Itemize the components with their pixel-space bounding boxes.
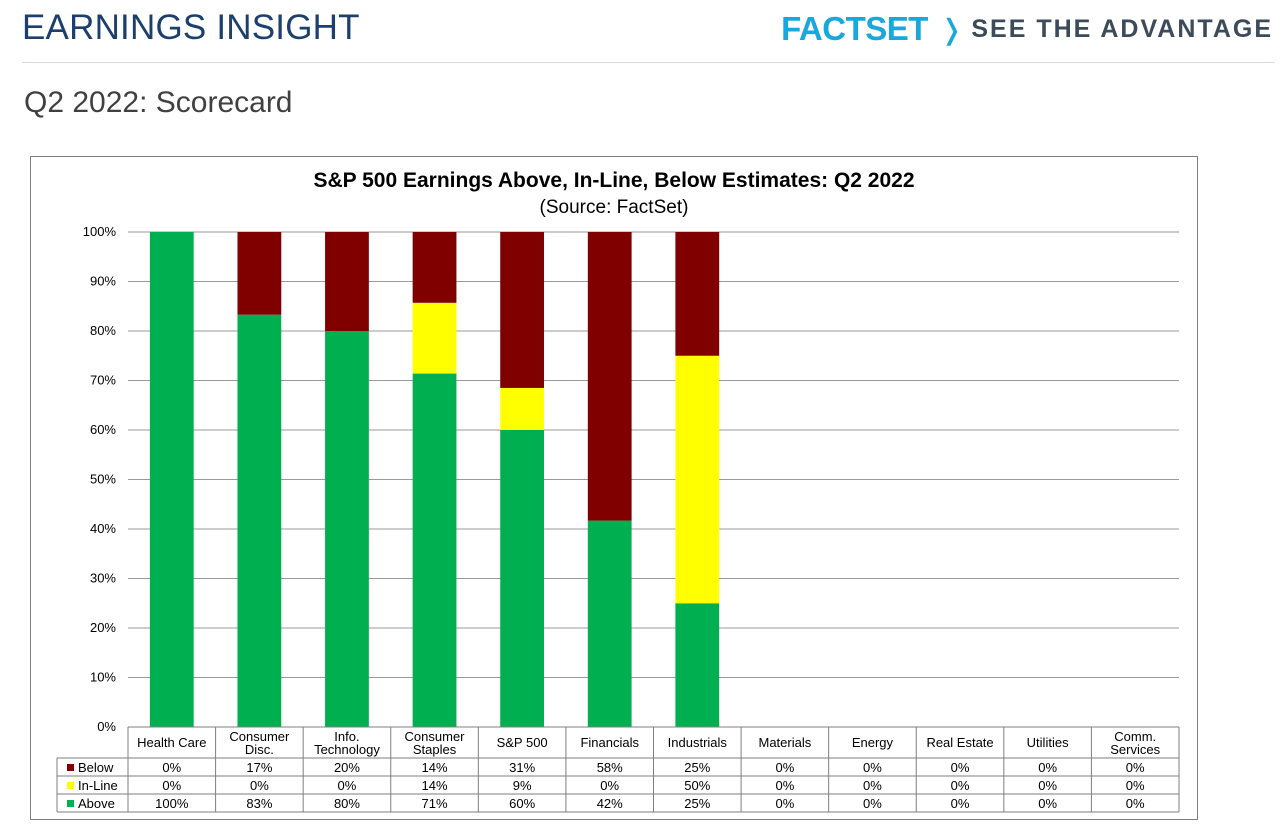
category-label: Industrials (668, 735, 728, 750)
y-tick-label: 80% (90, 323, 116, 338)
bar-below (325, 232, 369, 331)
table-value: 100% (155, 796, 189, 811)
bar-above (149, 232, 194, 727)
bar-below (675, 232, 720, 356)
header-divider (22, 62, 1275, 63)
legend-label: In-Line (78, 778, 118, 793)
category-label: Utilities (1027, 735, 1069, 750)
brand-logo: FACTSET ❭ SEE THE ADVANTAGE (781, 10, 1273, 48)
chart-subtitle: (Source: FactSet) (540, 197, 689, 218)
category-label: Comm. Services (1110, 729, 1160, 757)
y-tick-label: 60% (90, 422, 116, 437)
table-value: 0% (863, 778, 882, 793)
stacked-bar-chart: S&P 500 Earnings Above, In-Line, Below E… (56, 169, 1180, 813)
category-label: Financials (580, 735, 639, 750)
y-tick-label: 10% (90, 670, 116, 685)
category-label: Consumer Disc. (229, 729, 290, 757)
table-value: 0% (951, 778, 970, 793)
header-title: EARNINGS INSIGHT (22, 8, 360, 47)
table-value: 0% (951, 796, 970, 811)
category-label: Consumer Staples (405, 729, 466, 757)
y-tick-label: 30% (90, 571, 116, 586)
table-value: 71% (422, 796, 448, 811)
bar-above (587, 520, 632, 727)
y-tick-label: 50% (90, 472, 116, 487)
chevron-right-icon: ❭ (939, 13, 964, 45)
brand-name: FACTSET (781, 10, 928, 47)
bar-below (500, 232, 545, 388)
table-value: 80% (334, 796, 360, 811)
table-value: 0% (951, 760, 970, 775)
bar-above (412, 373, 457, 727)
chart-title: S&P 500 Earnings Above, In-Line, Below E… (313, 169, 914, 192)
table-value: 58% (597, 760, 623, 775)
table-value: 25% (684, 796, 710, 811)
bar-below (237, 232, 282, 315)
table-value: 0% (775, 796, 794, 811)
table-value: 0% (863, 796, 882, 811)
category-label: Materials (759, 735, 812, 750)
table-value: 0% (338, 778, 357, 793)
table-value: 17% (246, 760, 272, 775)
y-tick-label: 40% (90, 521, 116, 536)
table-value: 0% (600, 778, 619, 793)
table-value: 9% (513, 778, 532, 793)
table-value: 0% (250, 778, 269, 793)
y-tick-label: 0% (97, 719, 116, 734)
table-value: 0% (162, 760, 181, 775)
table-value: 0% (1126, 760, 1145, 775)
table-value: 50% (684, 778, 710, 793)
table-value: 42% (597, 796, 623, 811)
table-value: 20% (334, 760, 360, 775)
table-value: 0% (1038, 778, 1057, 793)
legend-swatch-above (67, 800, 74, 807)
page-subtitle: Q2 2022: Scorecard (24, 86, 293, 119)
y-tick-label: 100% (83, 224, 117, 239)
table-value: 83% (246, 796, 272, 811)
table-value: 0% (1038, 796, 1057, 811)
brand-tagline: SEE THE ADVANTAGE (971, 14, 1273, 43)
table-value: 0% (1126, 796, 1145, 811)
bar-in-line (675, 355, 720, 604)
bar-above (237, 314, 282, 727)
table-value: 0% (1038, 760, 1057, 775)
category-label: Real Estate (926, 735, 993, 750)
y-tick-label: 70% (90, 373, 116, 388)
bar-below (412, 232, 457, 303)
bar-below (587, 232, 632, 521)
bar-above (675, 603, 720, 727)
table-value: 0% (775, 760, 794, 775)
category-label: Energy (852, 735, 894, 750)
category-label: S&P 500 (497, 735, 548, 750)
table-value: 14% (422, 760, 448, 775)
data-table: Health Care Consumer Disc. Info. Technology C… (56, 726, 1180, 813)
bar-above (325, 331, 369, 727)
table-value: 0% (162, 778, 181, 793)
bar-in-line (500, 387, 545, 430)
table-value: 31% (509, 760, 535, 775)
table-value: 0% (1126, 778, 1145, 793)
table-value: 14% (422, 778, 448, 793)
legend-label: Below (78, 760, 114, 775)
bar-above (500, 430, 545, 727)
bars (149, 232, 720, 727)
bar-in-line (412, 302, 457, 374)
gridlines (128, 231, 1179, 678)
table-value: 0% (863, 760, 882, 775)
table-value: 0% (775, 778, 794, 793)
category-label: Info. Technology (314, 729, 380, 757)
y-tick-label: 90% (90, 274, 116, 289)
legend-swatch-below (67, 764, 74, 771)
legend-label: Above (78, 796, 115, 811)
table-value: 60% (509, 796, 535, 811)
y-axis: 0% 10% 20% 30% 40% 50% 60% 70% 80% 90% 100% (83, 224, 117, 734)
y-tick-label: 20% (90, 620, 116, 635)
table-value: 25% (684, 760, 710, 775)
category-label: Health Care (137, 735, 206, 750)
legend-swatch-in-line (67, 782, 74, 789)
chart-frame: S&P 500 Earnings Above, In-Line, Below E… (30, 156, 1198, 820)
